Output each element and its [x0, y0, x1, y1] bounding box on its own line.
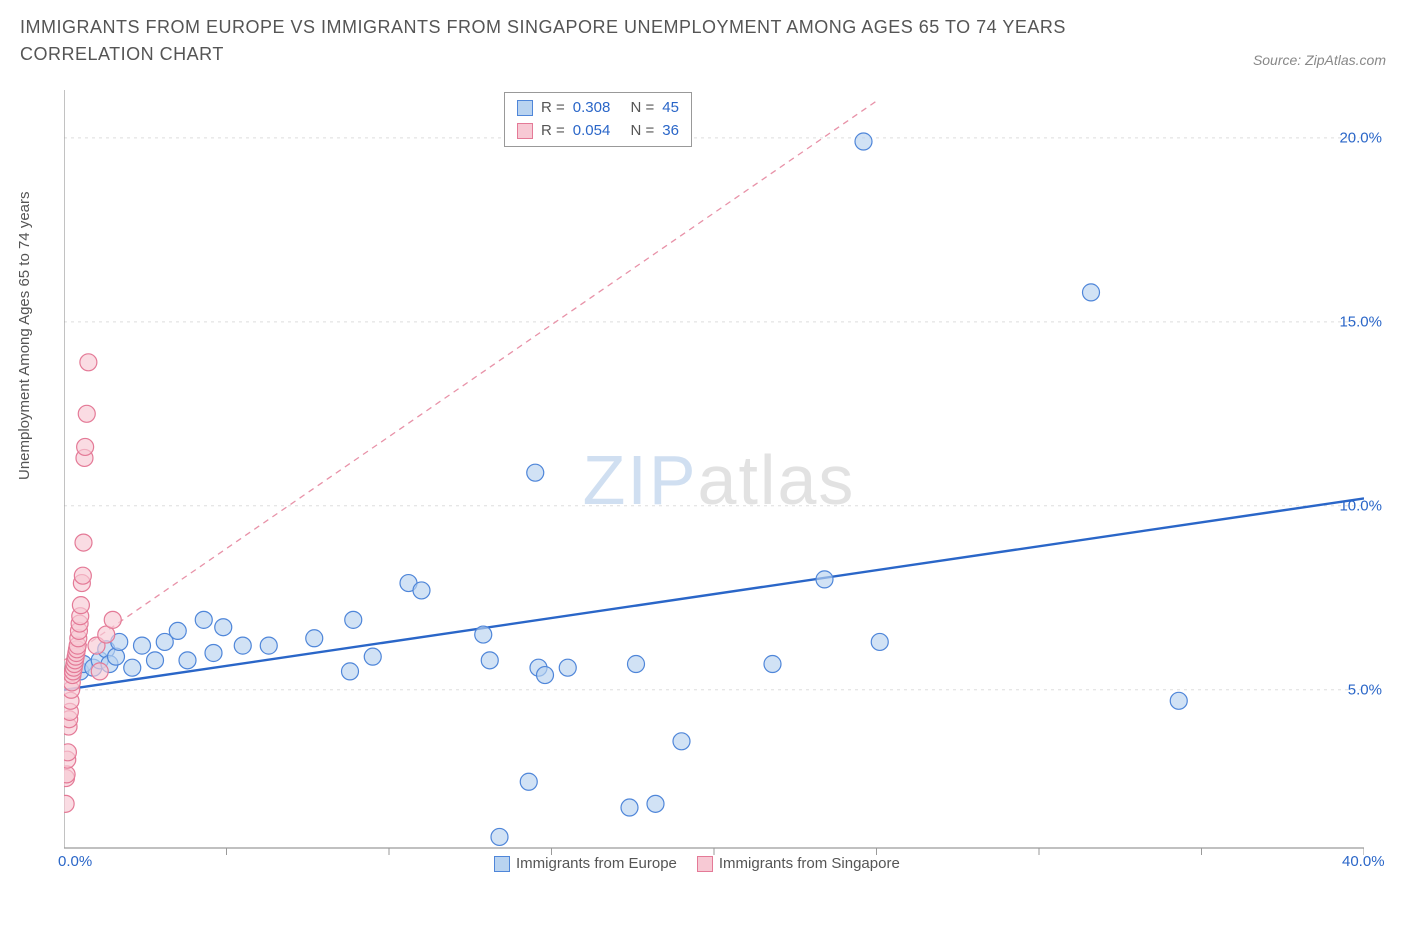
swatch-europe — [517, 100, 533, 116]
y-tick-label: 20.0% — [1339, 129, 1382, 146]
y-tick-label: 10.0% — [1339, 497, 1382, 514]
swatch-europe — [494, 856, 510, 872]
chart-area: ZIPatlas R = 0.308 N = 45 R = 0.054 N = … — [64, 90, 1374, 870]
n-label: N = — [630, 120, 654, 143]
legend-label-europe: Immigrants from Europe — [516, 855, 677, 872]
r-label: R = — [541, 97, 565, 120]
swatch-singapore — [697, 856, 713, 872]
source-attribution: Source: ZipAtlas.com — [1253, 52, 1386, 68]
chart-title: IMMIGRANTS FROM EUROPE VS IMMIGRANTS FRO… — [20, 14, 1170, 68]
n-value-europe: 45 — [662, 97, 679, 120]
stats-row-europe: R = 0.308 N = 45 — [517, 97, 679, 120]
y-tick-label: 15.0% — [1339, 313, 1382, 330]
n-value-singapore: 36 — [662, 120, 679, 143]
legend-label-singapore: Immigrants from Singapore — [719, 855, 900, 872]
x-tick-label: 40.0% — [1342, 853, 1385, 870]
stats-row-singapore: R = 0.054 N = 36 — [517, 120, 679, 143]
n-label: N = — [630, 97, 654, 120]
y-tick-label: 5.0% — [1348, 681, 1382, 698]
scatter-plot — [64, 90, 1364, 870]
legend-item-singapore: Immigrants from Singapore — [697, 855, 900, 872]
r-label: R = — [541, 120, 565, 143]
series-legend: Immigrants from Europe Immigrants from S… — [494, 855, 900, 872]
r-value-singapore: 0.054 — [573, 120, 611, 143]
x-tick-label: 0.0% — [58, 853, 92, 870]
r-value-europe: 0.308 — [573, 97, 611, 120]
legend-item-europe: Immigrants from Europe — [494, 855, 677, 872]
y-axis-label: Unemployment Among Ages 65 to 74 years — [16, 191, 33, 480]
stats-legend: R = 0.308 N = 45 R = 0.054 N = 36 — [504, 92, 692, 147]
swatch-singapore — [517, 123, 533, 139]
